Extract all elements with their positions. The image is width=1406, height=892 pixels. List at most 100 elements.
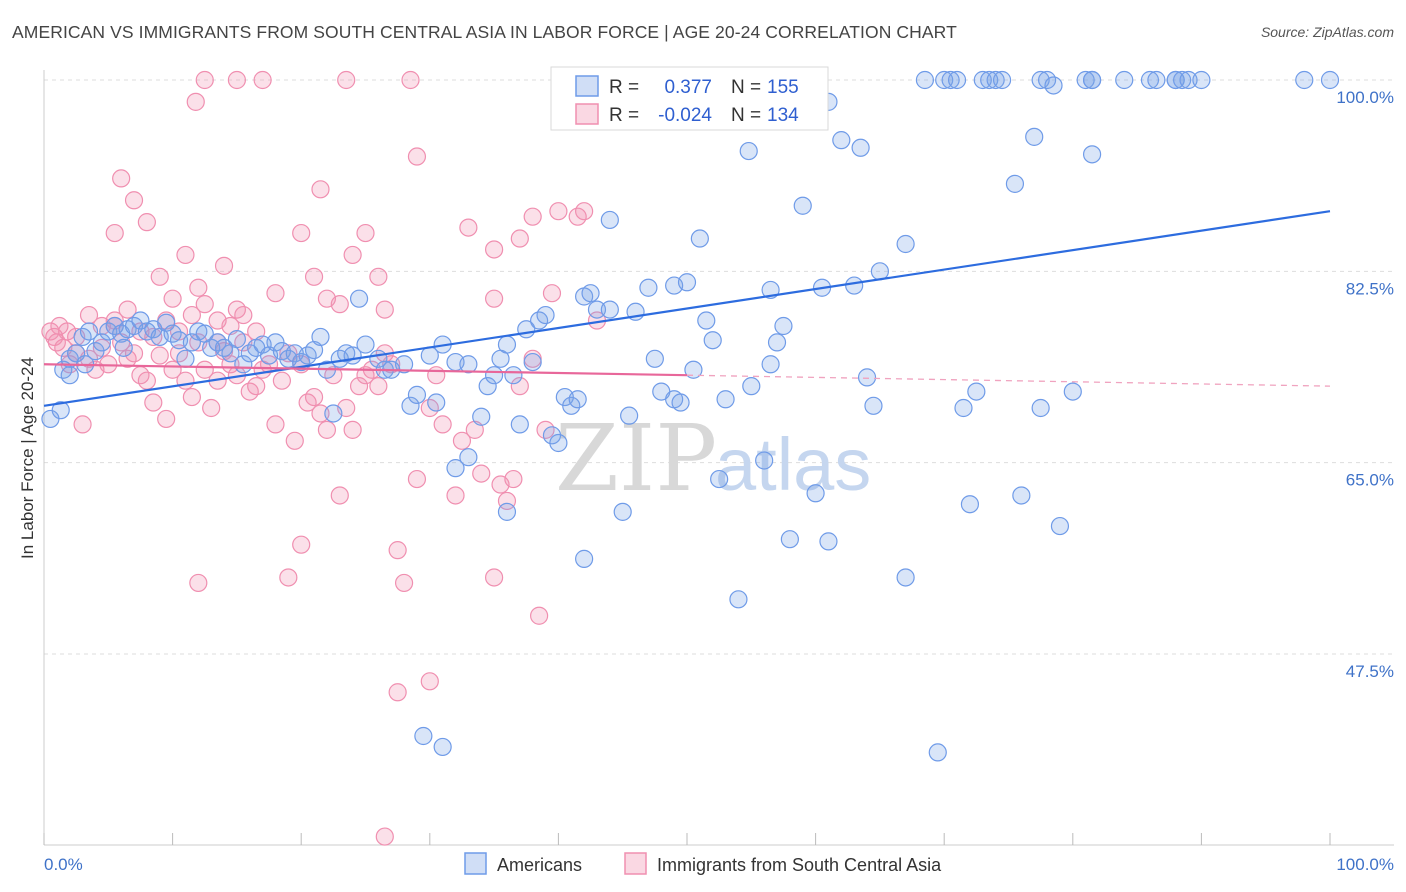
legend-r-label-americans: R = bbox=[609, 77, 639, 98]
y-tick-label-3: 47.5% bbox=[1346, 662, 1394, 681]
americans-point-42 bbox=[311, 327, 330, 347]
americans-point-48 bbox=[349, 289, 369, 308]
immigrants-point-99 bbox=[568, 207, 587, 226]
immigrants-point-15 bbox=[124, 344, 144, 363]
immigrants-point-129 bbox=[388, 683, 407, 702]
immigrants-point-80 bbox=[176, 245, 195, 265]
bottom-legend-label-americans: Americans bbox=[497, 855, 582, 875]
americans-point-85 bbox=[613, 502, 632, 521]
americans-point-131 bbox=[980, 70, 999, 90]
americans-point-141 bbox=[1063, 382, 1082, 401]
immigrants-point-44 bbox=[311, 404, 330, 423]
americans-point-148 bbox=[1147, 70, 1166, 90]
americans-point-64 bbox=[478, 377, 497, 396]
americans-point-147 bbox=[1140, 70, 1160, 90]
immigrants-point-38 bbox=[272, 371, 292, 390]
trend-line-immigrants bbox=[43, 363, 688, 377]
immigrants-point-133 bbox=[189, 573, 208, 593]
immigrants-point-77 bbox=[214, 256, 234, 275]
americans-point-150 bbox=[1166, 70, 1185, 90]
americans-point-146 bbox=[1115, 70, 1134, 90]
americans-point-115 bbox=[819, 532, 838, 551]
trend-line-immigrants-extension bbox=[686, 374, 1331, 387]
americans-point-18 bbox=[157, 313, 176, 332]
americans-point-134 bbox=[1005, 174, 1025, 193]
legend-n-label-americans: N = bbox=[731, 77, 761, 98]
americans-point-157 bbox=[967, 382, 986, 401]
watermark: ZIP atlas bbox=[555, 405, 871, 512]
americans-point-8 bbox=[92, 333, 111, 352]
immigrants-point-49 bbox=[343, 420, 362, 439]
immigrants-point-128 bbox=[58, 322, 77, 341]
immigrants-point-69 bbox=[504, 469, 523, 489]
americans-point-61 bbox=[459, 355, 478, 374]
y-tick-label-2: 65.0% bbox=[1346, 471, 1394, 490]
americans-point-79 bbox=[575, 549, 594, 568]
immigrants-point-17 bbox=[137, 371, 156, 390]
americans-point-65 bbox=[485, 366, 504, 385]
immigrants-point-91 bbox=[337, 70, 356, 90]
americans-point-136 bbox=[1025, 127, 1044, 146]
immigrants-point-106 bbox=[304, 267, 324, 286]
immigrants-point-24 bbox=[182, 387, 201, 407]
immigrants-point-18 bbox=[144, 393, 163, 412]
watermark-atlas: atlas bbox=[715, 423, 871, 506]
immigrants-point-103 bbox=[375, 300, 394, 319]
americans-point-62 bbox=[459, 448, 478, 467]
americans-point-145 bbox=[1082, 145, 1102, 164]
americans-point-155 bbox=[1320, 70, 1340, 90]
americans-point-78 bbox=[568, 390, 587, 409]
immigrants-point-84 bbox=[124, 191, 144, 210]
immigrants-point-43 bbox=[304, 387, 324, 407]
immigrants-point-117 bbox=[195, 295, 214, 314]
chart-title: AMERICAN VS IMMIGRANTS FROM SOUTH CENTRA… bbox=[12, 22, 957, 42]
americans-point-151 bbox=[1173, 70, 1192, 90]
americans-point-109 bbox=[774, 316, 793, 336]
immigrants-point-79 bbox=[189, 278, 208, 297]
immigrants-point-7 bbox=[73, 415, 92, 434]
immigrants-point-88 bbox=[195, 70, 214, 90]
americans-point-122 bbox=[896, 234, 915, 254]
americans-point-158 bbox=[497, 502, 517, 521]
americans-point-54 bbox=[401, 396, 420, 415]
immigrants-point-107 bbox=[292, 223, 311, 243]
legend-n-label-immigrants: N = bbox=[731, 105, 761, 126]
americans-point-105 bbox=[755, 451, 774, 470]
immigrants-point-60 bbox=[427, 366, 446, 385]
americans-point-108 bbox=[767, 333, 787, 352]
immigrants-point-50 bbox=[349, 377, 369, 396]
americans-point-57 bbox=[427, 393, 446, 412]
immigrants-point-75 bbox=[279, 568, 298, 587]
americans-point-81 bbox=[581, 284, 600, 303]
americans-point-100 bbox=[716, 390, 735, 409]
immigrants-point-132 bbox=[375, 827, 394, 846]
immigrants-point-92 bbox=[401, 70, 420, 90]
americans-point-135 bbox=[1012, 486, 1031, 505]
immigrants-point-109 bbox=[343, 245, 362, 265]
x-tick-label-right: 100.0% bbox=[1336, 855, 1394, 874]
immigrants-point-74 bbox=[292, 535, 311, 554]
immigrants-point-95 bbox=[510, 229, 529, 248]
immigrants-point-90 bbox=[253, 70, 272, 90]
americans-point-95 bbox=[684, 360, 703, 379]
americans-point-84 bbox=[600, 210, 619, 230]
immigrants-point-94 bbox=[485, 240, 504, 259]
legend-r-value-americans: 0.377 bbox=[664, 77, 712, 98]
immigrants-point-62 bbox=[446, 486, 465, 505]
americans-point-130 bbox=[973, 70, 992, 90]
immigrants-point-45 bbox=[317, 420, 337, 439]
americans-point-161 bbox=[928, 743, 947, 762]
immigrants-point-66 bbox=[485, 289, 504, 308]
americans-point-68 bbox=[504, 366, 523, 385]
americans-point-127 bbox=[947, 70, 967, 90]
americans-point-123 bbox=[896, 568, 915, 587]
immigrants-point-58 bbox=[407, 469, 427, 489]
americans-point-140 bbox=[1050, 516, 1070, 536]
y-tick-label-1: 82.5% bbox=[1346, 279, 1394, 298]
americans-point-164 bbox=[114, 338, 133, 357]
immigrants-point-53 bbox=[369, 377, 388, 396]
immigrants-point-26 bbox=[195, 360, 214, 379]
legend-n-value-immigrants: 134 bbox=[767, 105, 799, 126]
bottom-legend-swatch-americans bbox=[464, 852, 487, 875]
